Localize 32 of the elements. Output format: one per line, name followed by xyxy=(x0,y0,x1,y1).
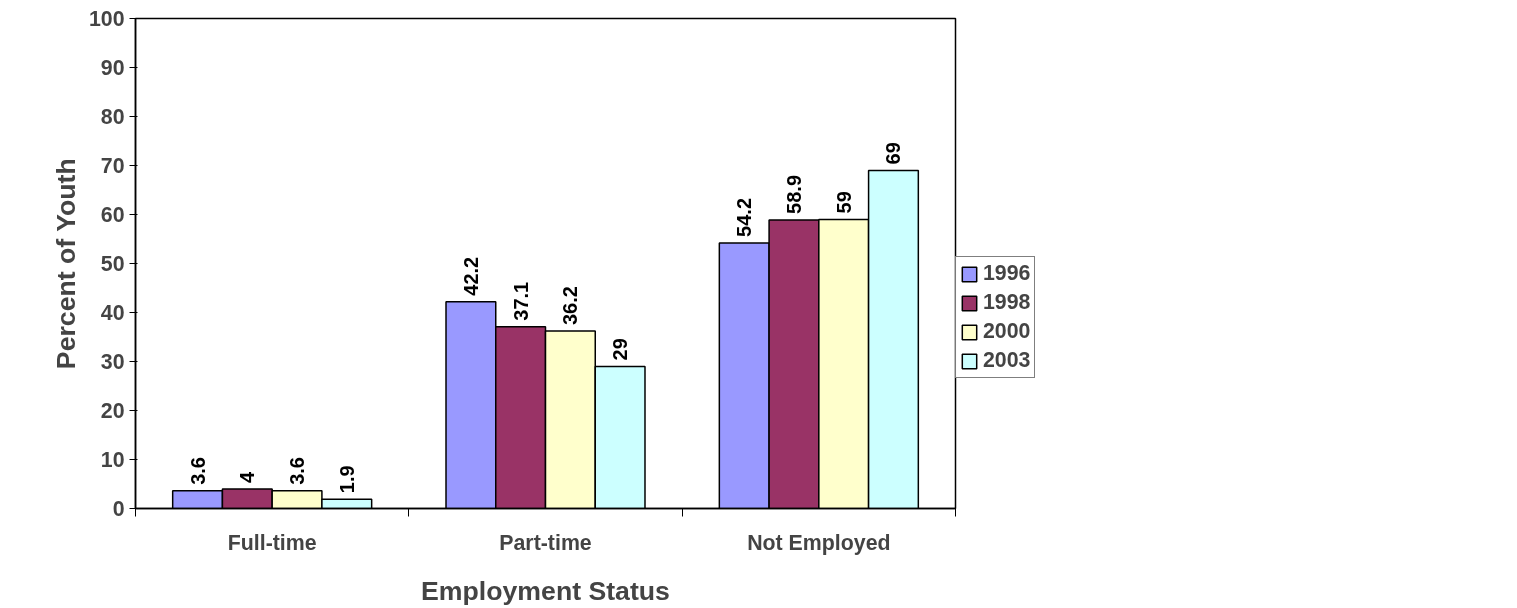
y-tick-label: 10 xyxy=(100,448,125,472)
y-axis-title: Percent of Youth xyxy=(50,158,81,370)
x-tick-label: Full-time xyxy=(227,530,317,555)
data-label: 3.6 xyxy=(286,457,309,485)
legend-label: 2000 xyxy=(983,319,1031,344)
x-tick-label: Part-time xyxy=(499,530,592,555)
data-label: 54.2 xyxy=(733,197,756,237)
data-label: 3.6 xyxy=(186,457,209,485)
y-tick-label: 30 xyxy=(100,350,125,374)
x-axis-title: Employment Status xyxy=(421,575,670,606)
legend-label: 1996 xyxy=(983,261,1031,286)
y-tick-label: 60 xyxy=(100,203,125,227)
y-tick-label: 90 xyxy=(100,56,125,80)
legend-label: 1998 xyxy=(983,290,1031,315)
data-label: 37.1 xyxy=(509,281,532,321)
y-tick-label: 40 xyxy=(100,301,125,325)
data-label: 58.9 xyxy=(782,174,805,214)
data-label: 29 xyxy=(609,338,632,361)
data-label: 4 xyxy=(236,470,259,483)
y-tick-label: 70 xyxy=(100,154,125,178)
data-label: 1.9 xyxy=(335,465,358,494)
y-tick-label: 50 xyxy=(100,252,125,276)
data-label: 59 xyxy=(832,191,855,214)
y-tick-label: 0 xyxy=(112,497,125,521)
legend-label: 2003 xyxy=(983,348,1031,373)
y-tick-label: 100 xyxy=(88,7,125,31)
data-label: 69 xyxy=(882,142,905,165)
data-label: 36.2 xyxy=(559,286,582,326)
x-tick-label: Not Employed xyxy=(747,530,891,555)
y-tick-label: 20 xyxy=(100,399,125,423)
y-tick-label: 80 xyxy=(100,105,125,129)
data-label: 42.2 xyxy=(459,256,482,296)
